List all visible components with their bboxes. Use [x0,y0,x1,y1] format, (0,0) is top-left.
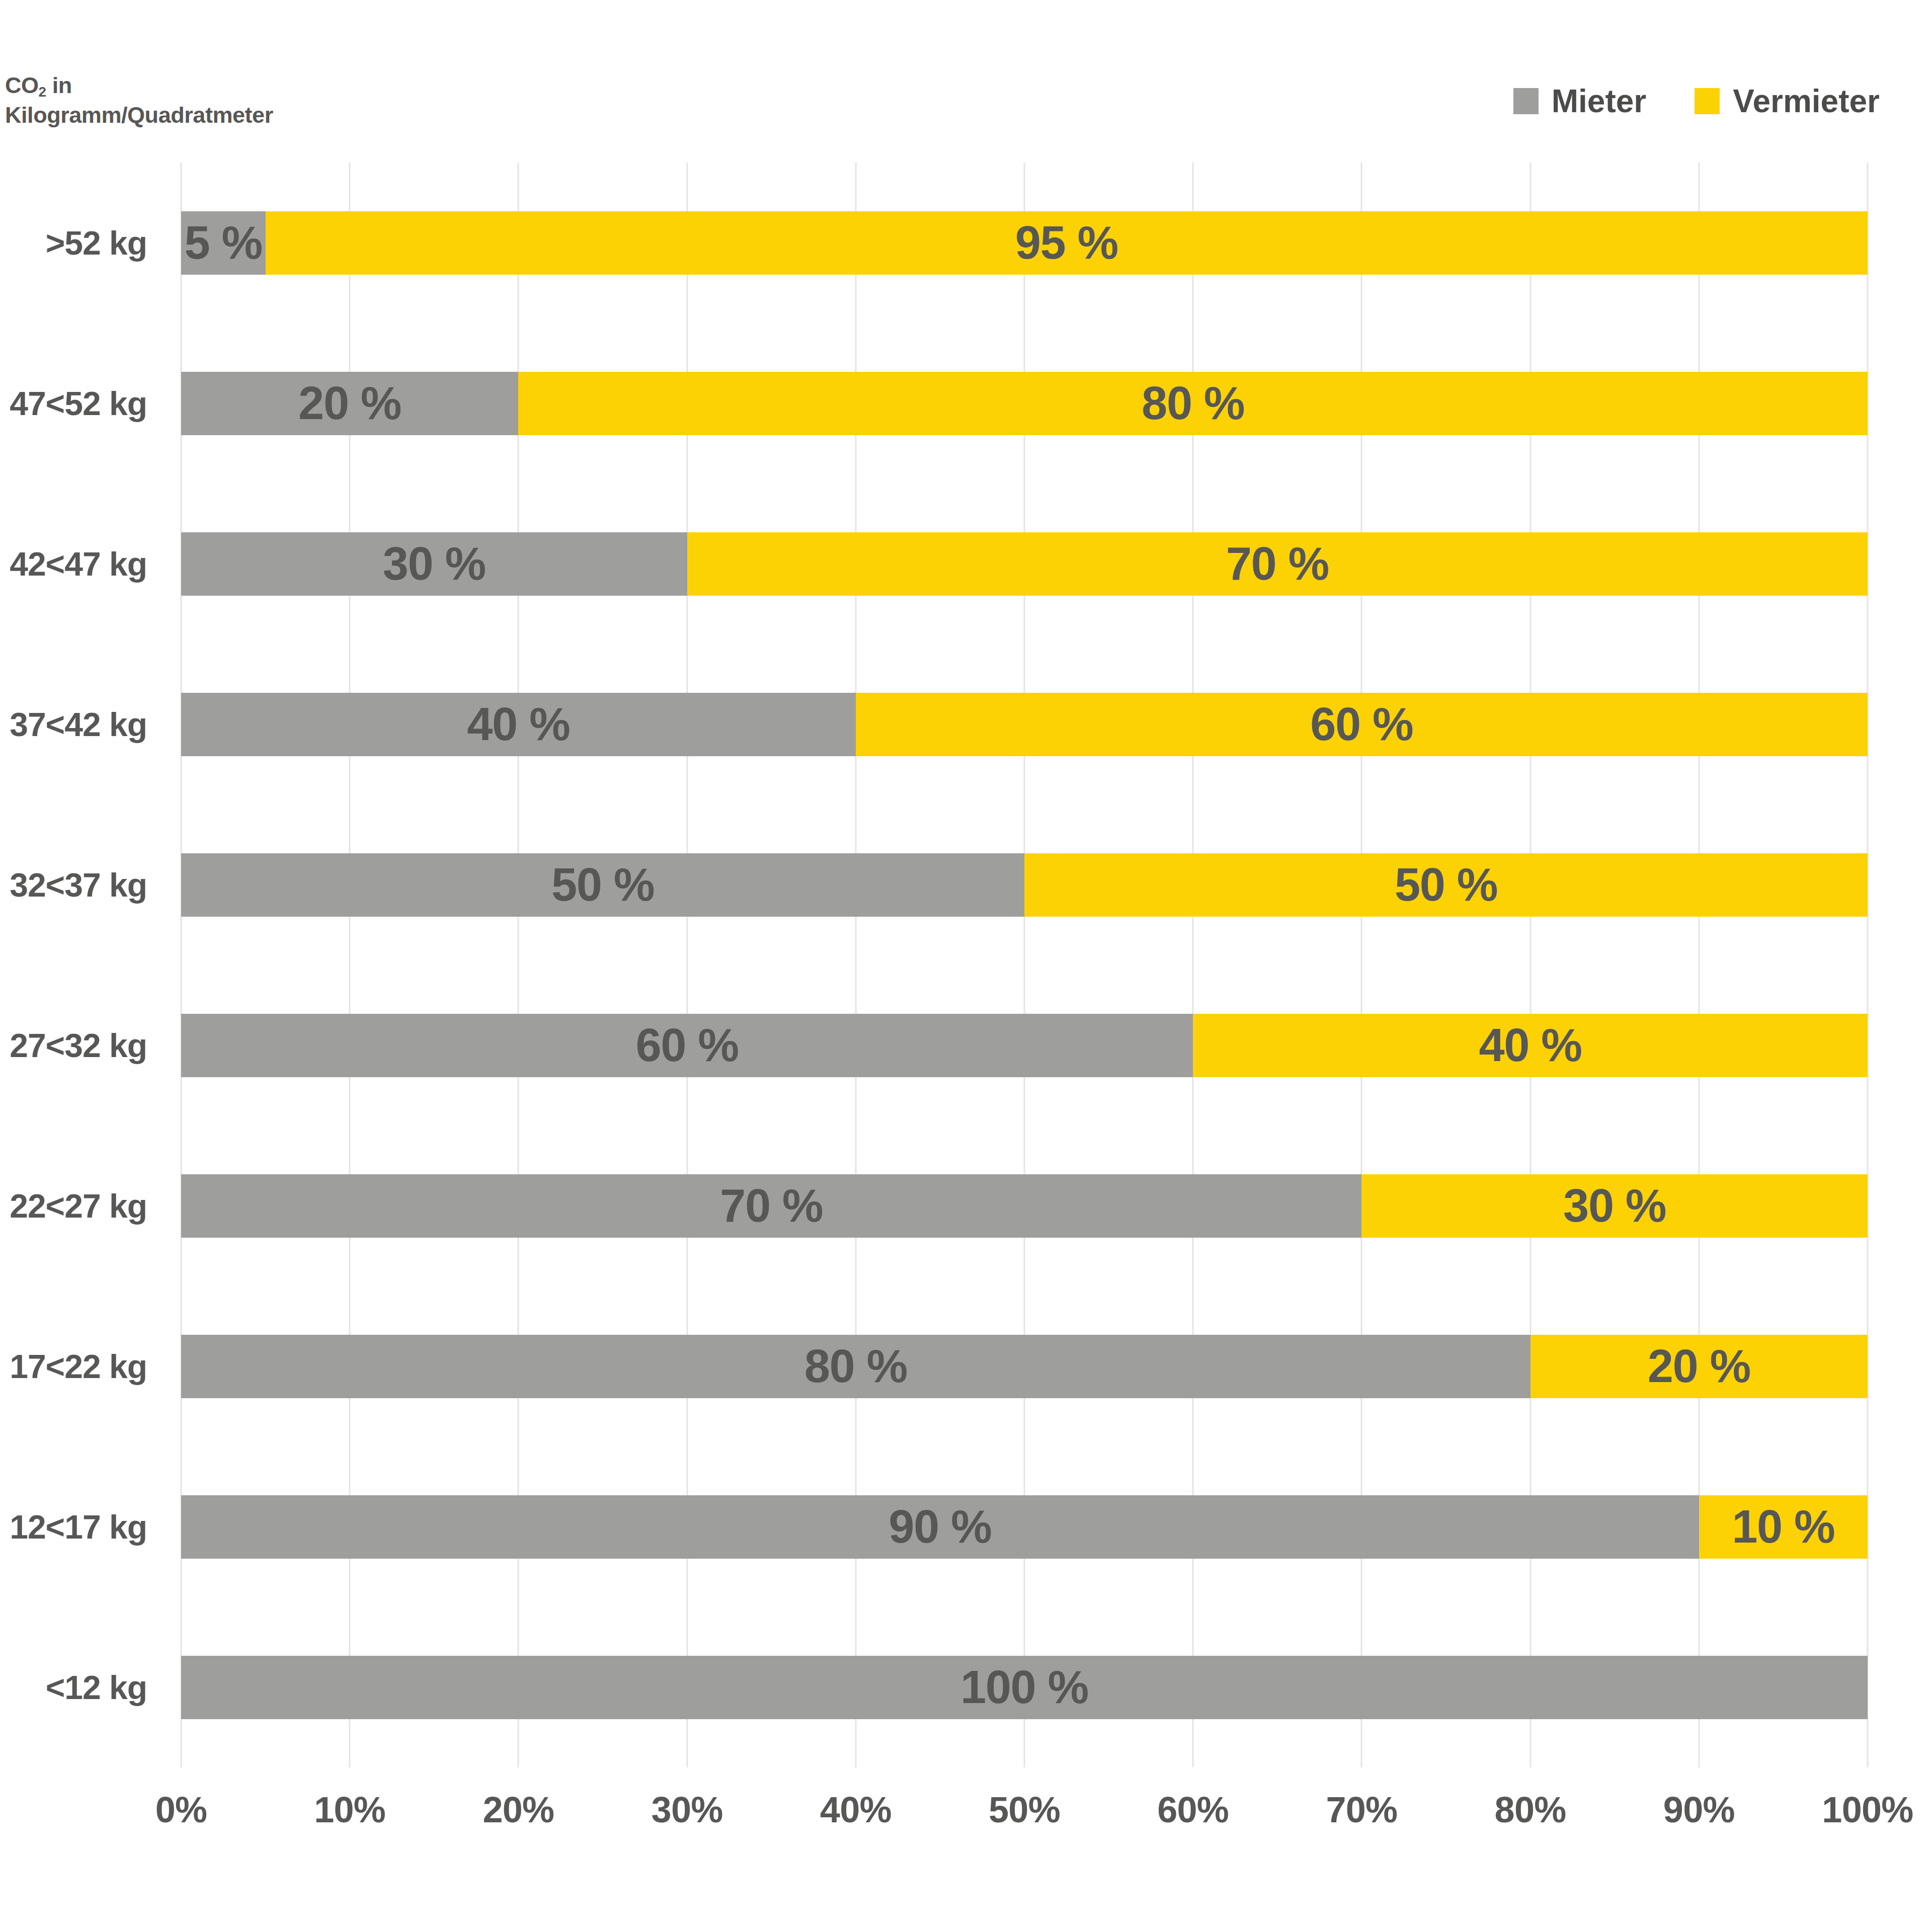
vermieter-segment: 80 % [518,372,1868,435]
vermieter-segment: 20 % [1531,1335,1868,1398]
bar-rows: >52 kg5 %95 %47<52 kg20 %80 %42<47 kg30 … [181,163,1868,1767]
value-label: 80 % [804,1340,907,1393]
mieter-segment: 70 % [181,1174,1361,1238]
stacked-bar: 50 % 50 % [181,853,1868,917]
value-label: 50 % [1395,858,1497,911]
x-axis-tick: 80% [1495,1789,1566,1830]
mieter-segment: 90 % [181,1495,1699,1559]
stacked-bar: 40 % 60 % [181,693,1868,756]
stacked-bar: 80 % 20 % [181,1335,1868,1398]
stacked-bar: 60 % 40 % [181,1014,1868,1077]
vermieter-segment: 40 % [1193,1014,1868,1077]
legend: Mieter Vermieter [1513,83,1880,120]
vermieter-swatch-icon [1695,88,1720,114]
x-axis-tick: 0% [155,1789,207,1830]
stacked-bar: 30 % 70 % [181,532,1868,596]
x-axis-tick: 30% [652,1789,723,1830]
vermieter-segment: 70 % [687,532,1868,596]
value-label: 20 % [298,377,401,430]
mieter-segment: 20 % [181,372,518,435]
value-label: 60 % [636,1019,739,1072]
legend-item-mieter: Mieter [1513,83,1647,120]
x-axis-tick: 10% [314,1789,385,1830]
x-axis-tick: 90% [1663,1789,1735,1830]
value-label: 20 % [1648,1340,1750,1393]
value-label: 100 % [960,1661,1088,1714]
bar-row: 42<47 kg30 %70 % [181,484,1868,644]
x-axis: 0%10%20%30%40%50%60%70%80%90%100% [181,1789,1868,1844]
value-label: 30 % [383,537,486,590]
bar-row: >52 kg5 %95 % [181,163,1868,323]
category-label: 32<37 kg [0,866,147,904]
value-label: 70 % [1226,537,1329,590]
chart-canvas: CO2 in Kilogramm/Quadratmeter Mieter Ver… [0,0,1932,1932]
x-axis-tick: 100% [1822,1789,1913,1830]
bar-row: 37<42 kg40 %60 % [181,644,1868,804]
mieter-segment: 60 % [181,1014,1193,1077]
y-axis-title-line1: CO2 in [5,71,273,101]
mieter-segment: 80 % [181,1335,1531,1398]
legend-item-vermieter: Vermieter [1695,83,1880,120]
stacked-bar: 20 % 80 % [181,372,1868,435]
stacked-bar: 70 % 30 % [181,1174,1868,1238]
stacked-bar: 90 % 10 % [181,1495,1868,1559]
category-label: 22<27 kg [0,1187,147,1225]
legend-label-vermieter: Vermieter [1733,83,1880,120]
x-axis-tick: 70% [1326,1789,1397,1830]
vermieter-segment: 60 % [856,693,1868,756]
value-label: 40 % [467,698,570,751]
value-label: 70 % [720,1179,823,1232]
vermieter-segment: 10 % [1699,1495,1868,1559]
bar-row: 32<37 kg50 %50 % [181,804,1868,965]
value-label: 95 % [1015,216,1118,269]
category-label: 27<32 kg [0,1026,147,1065]
value-label: 50 % [551,858,654,911]
x-axis-tick: 40% [820,1789,892,1830]
y-axis-title-line2: Kilogramm/Quadratmeter [5,101,273,129]
vermieter-segment: 50 % [1024,853,1868,917]
mieter-swatch-icon [1513,88,1539,114]
vermieter-segment: 30 % [1361,1174,1868,1238]
category-label: 12<17 kg [0,1508,147,1546]
value-label: 30 % [1563,1179,1666,1232]
bar-row: 27<32 kg60 %40 % [181,965,1868,1125]
category-label: 47<52 kg [0,384,147,423]
bar-row: 47<52 kg20 %80 % [181,323,1868,484]
legend-label-mieter: Mieter [1552,83,1647,120]
x-axis-tick: 60% [1157,1789,1229,1830]
stacked-bar: 5 % 95 % [181,211,1868,275]
category-label: 37<42 kg [0,705,147,744]
x-axis-tick: 50% [989,1789,1060,1830]
mieter-segment: 5 % [181,211,266,275]
value-label: 40 % [1479,1019,1581,1072]
stacked-bar: 100 % [181,1656,1868,1719]
co2-subscript: 2 [39,84,46,100]
value-label: 5 % [185,216,262,269]
value-label: 80 % [1142,377,1244,430]
bar-row: <12 kg100 % [181,1607,1868,1767]
value-label: 90 % [889,1500,991,1553]
x-axis-tick: 20% [482,1789,554,1830]
mieter-segment: 100 % [181,1656,1868,1719]
y-axis-title: CO2 in Kilogramm/Quadratmeter [5,71,273,129]
vermieter-segment: 95 % [266,211,1868,275]
bar-row: 22<27 kg70 %30 % [181,1125,1868,1286]
mieter-segment: 50 % [181,853,1024,917]
value-label: 60 % [1310,698,1413,751]
category-label: >52 kg [0,224,147,262]
category-label: 42<47 kg [0,545,147,583]
value-label: 10 % [1732,1500,1834,1553]
category-label: <12 kg [0,1668,147,1707]
mieter-segment: 30 % [181,532,687,596]
plot-area: >52 kg5 %95 %47<52 kg20 %80 %42<47 kg30 … [181,163,1868,1767]
bar-row: 17<22 kg80 %20 % [181,1286,1868,1446]
bar-row: 12<17 kg90 %10 % [181,1446,1868,1607]
mieter-segment: 40 % [181,693,856,756]
category-label: 17<22 kg [0,1347,147,1386]
